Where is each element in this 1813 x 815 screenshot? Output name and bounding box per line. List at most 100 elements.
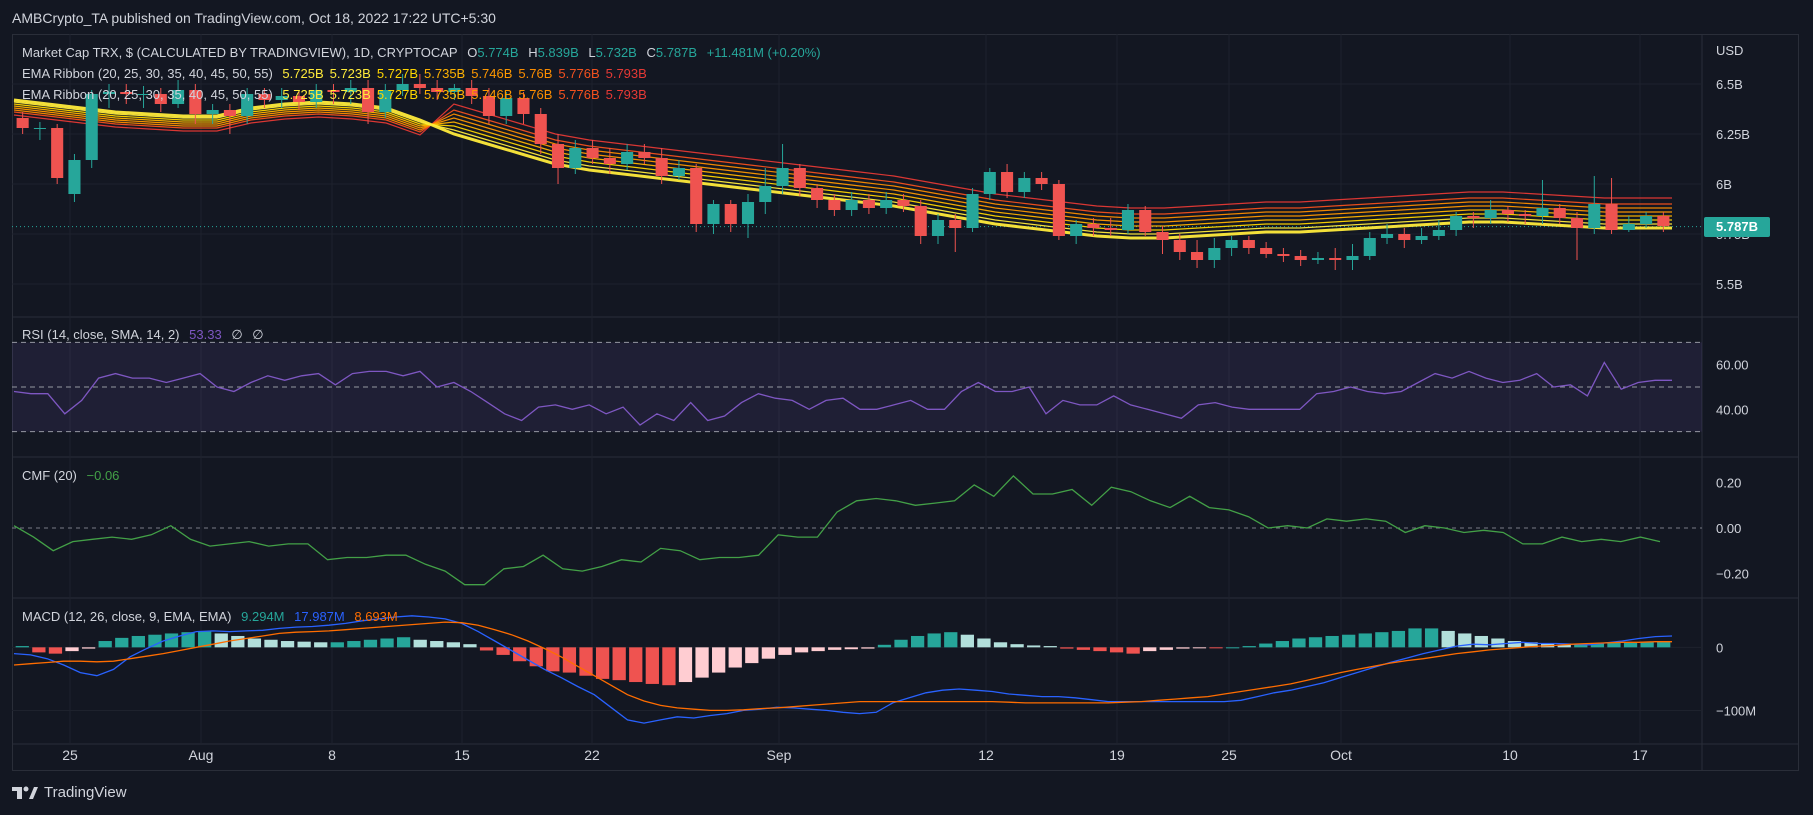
macd-hist-bar: [778, 647, 792, 655]
publisher-header: AMBCrypto_TA published on TradingView.co…: [12, 10, 496, 26]
candle-body: [1208, 248, 1221, 260]
macd-hist-bar: [1408, 628, 1422, 648]
rsi-extra-1: ∅: [231, 327, 243, 342]
rsi-legend[interactable]: RSI (14, close, SMA, 14, 2) 53.33 ∅ ∅: [22, 327, 270, 343]
macd-hist-bar: [231, 635, 245, 648]
candle-body: [33, 128, 46, 129]
candle-body: [16, 118, 29, 128]
ema-ribbon-line-40: [13, 107, 1672, 223]
footer-brand[interactable]: TradingView: [12, 784, 127, 801]
cmf-tick-label: 0.20: [1716, 476, 1741, 491]
current-price-tag: 5.787B: [1704, 216, 1770, 237]
candle-body: [1070, 224, 1083, 236]
price-tick-label: 6.25B: [1716, 127, 1750, 142]
candle-body: [1467, 216, 1480, 218]
candle-body: [327, 90, 340, 92]
candle-body: [880, 200, 893, 208]
candle-body: [1553, 208, 1566, 218]
macd-hist-bar: [48, 647, 63, 654]
candle-body: [1035, 178, 1048, 184]
macd-hist-bar: [910, 635, 925, 648]
macd-hist-bar: [728, 647, 742, 668]
ema-values: 5.725B 5.723B 5.727B 5.735B 5.746B 5.76B 5.776…: [282, 87, 652, 102]
candle-body: [1363, 238, 1376, 256]
ema-ribbon-line-45: [13, 109, 1672, 219]
candle-body: [1087, 224, 1100, 228]
candle-body: [551, 144, 565, 168]
candle-body: [672, 168, 685, 176]
macd-legend[interactable]: MACD (12, 26, close, 9, EMA, EMA) 9.294M…: [22, 609, 404, 624]
macd-hist-bar: [1574, 644, 1588, 648]
candle-body: [1415, 236, 1428, 240]
candle-body: [223, 110, 236, 116]
macd-hist-bar: [1209, 647, 1223, 649]
change-value: +11.481M (+0.20%): [706, 45, 821, 60]
macd-hist-bar: [1176, 647, 1190, 649]
macd-hist-bar: [1524, 642, 1538, 648]
candle-body: [1225, 240, 1238, 248]
macd-hist-bar: [1010, 644, 1024, 648]
macd-hist-bar: [794, 647, 809, 653]
price-tick-label: 5.5B: [1716, 277, 1743, 292]
macd-hist-bar: [1424, 628, 1439, 648]
rsi-line: [13, 361, 1672, 426]
ema-value-6: 5.76B: [518, 87, 553, 102]
cmf-legend[interactable]: CMF (20) −0.06: [22, 468, 125, 483]
macd-hist-bar: [1043, 646, 1057, 648]
ema-value-2: 5.723B: [329, 87, 371, 102]
candle-body: [845, 200, 858, 210]
cmf-value: −0.06: [86, 468, 120, 483]
time-label: 12: [978, 747, 994, 763]
candle-body: [1260, 248, 1273, 254]
ema-ribbon-line-55: [13, 103, 1672, 209]
macd-hist-bar: [1391, 630, 1406, 648]
candle-body: [914, 206, 927, 236]
cmf-line: [13, 474, 1661, 586]
cmf-name: CMF (20): [22, 468, 77, 483]
macd-hist-bar: [1192, 647, 1207, 649]
candle-body: [638, 152, 651, 158]
main-legend[interactable]: Market Cap TRX, $ (CALCULATED BY TRADING…: [22, 45, 827, 60]
ema-value-8: 5.793B: [605, 66, 647, 81]
ema-value-5: 5.746B: [471, 87, 513, 102]
candle-body: [1501, 210, 1514, 214]
ema-ribbon-line-30: [13, 103, 1672, 231]
macd-hist-bar: [1275, 641, 1290, 648]
macd-hist-bar: [944, 632, 958, 648]
candle-body: [1242, 240, 1255, 248]
macd-hist-bar: [629, 647, 643, 683]
macd-hist-bar: [1076, 647, 1091, 650]
rsi-extra-2: ∅: [252, 327, 264, 342]
time-label: 25: [62, 747, 78, 763]
candle-body: [241, 94, 254, 116]
candle-body: [949, 220, 962, 228]
macd-hist-bar: [712, 647, 726, 673]
ema-legend-2[interactable]: EMA Ribbon (20, 25, 30, 35, 40, 45, 50, …: [22, 87, 659, 102]
macd-line-value: 17.987M: [294, 609, 345, 624]
candle-body: [258, 94, 271, 100]
macd-hist-bar: [496, 647, 510, 655]
time-label: 15: [454, 747, 470, 763]
macd-hist-bar: [1623, 642, 1638, 648]
macd-hist-bar: [612, 647, 626, 681]
rsi-tick-label: 40.00: [1716, 402, 1749, 417]
open-label: O5.774B: [467, 45, 519, 60]
ema-value-7: 5.776B: [558, 87, 600, 102]
ema-value-3: 5.727B: [376, 66, 419, 81]
cmf-tick-label: 0.00: [1716, 521, 1741, 536]
candle-body: [707, 204, 720, 224]
candle-body: [137, 94, 150, 95]
time-label: Sep: [767, 747, 792, 763]
chart-frame: [12, 34, 1799, 771]
macd-hist-bar: [1308, 637, 1323, 648]
macd-hist-bar: [1126, 647, 1140, 654]
price-unit-label: USD: [1716, 43, 1743, 58]
ema-legend-1[interactable]: EMA Ribbon (20, 25, 30, 35, 40, 45, 50, …: [22, 66, 659, 81]
candle-body: [1346, 256, 1359, 260]
macd-hist-bar: [1590, 643, 1605, 648]
macd-hist-bar: [1557, 644, 1571, 648]
candle-body: [206, 110, 219, 114]
macd-hist-bar: [214, 633, 228, 648]
candle-body: [1001, 172, 1014, 192]
